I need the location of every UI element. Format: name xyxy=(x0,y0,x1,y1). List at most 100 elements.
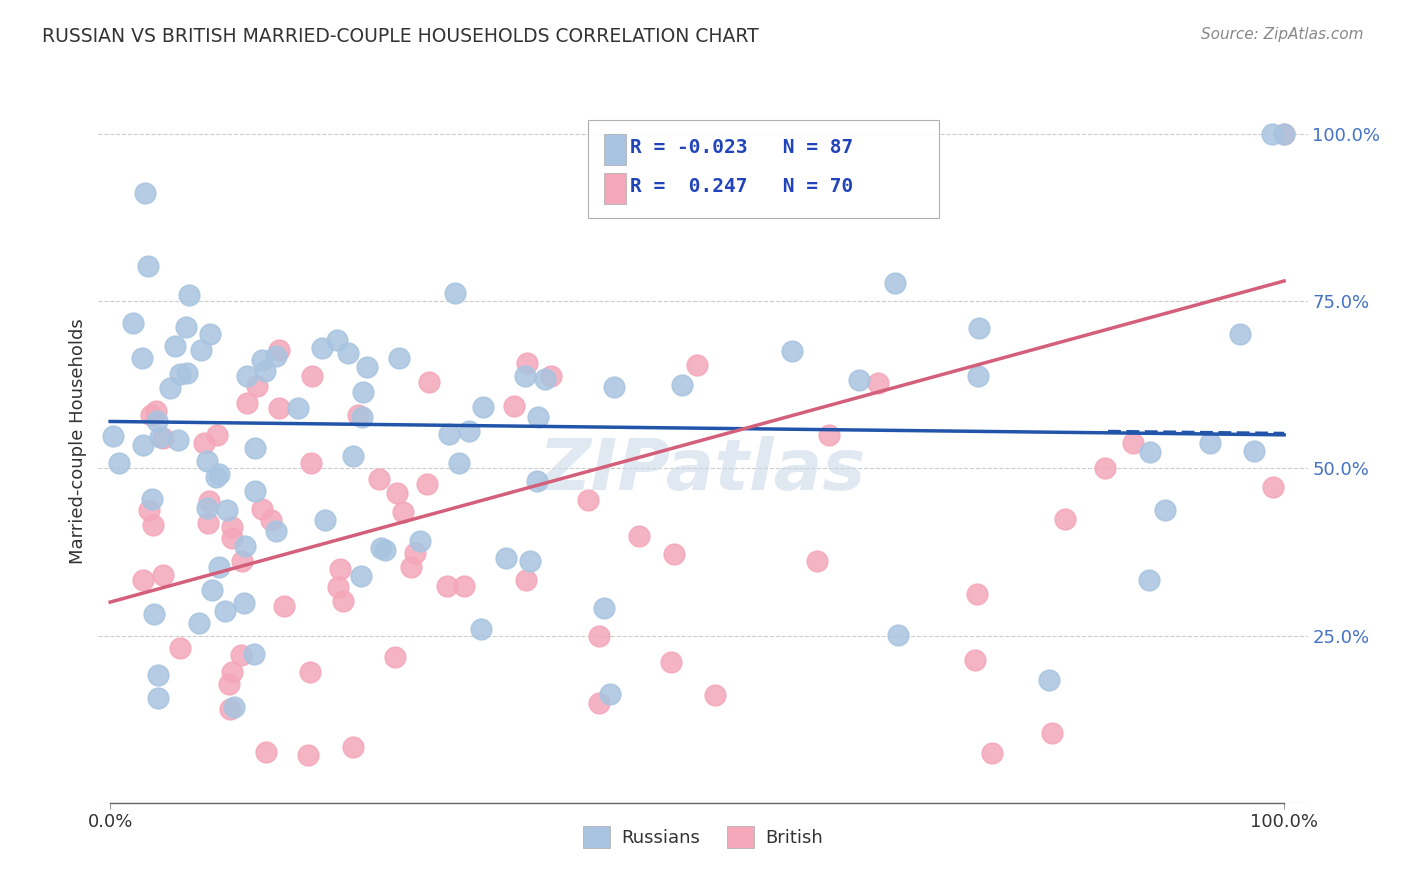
Point xyxy=(515,573,537,587)
Point xyxy=(576,493,599,508)
Point xyxy=(967,321,990,335)
Point xyxy=(138,503,160,517)
Point xyxy=(236,369,259,384)
Point xyxy=(193,436,215,450)
Point xyxy=(404,546,426,560)
Point xyxy=(146,413,169,427)
Point xyxy=(495,551,517,566)
Point xyxy=(266,524,288,538)
Point xyxy=(179,288,201,302)
Point xyxy=(250,501,273,516)
Point xyxy=(215,503,238,517)
Point xyxy=(336,346,359,360)
Point xyxy=(145,404,167,418)
Point xyxy=(122,317,145,331)
Point xyxy=(848,374,870,388)
Point xyxy=(1199,435,1222,450)
Point xyxy=(198,494,221,508)
Point xyxy=(603,380,626,394)
Point xyxy=(350,409,373,424)
Point xyxy=(207,467,229,481)
Point xyxy=(222,699,245,714)
Point xyxy=(963,652,986,666)
Point xyxy=(887,628,910,642)
Point xyxy=(136,259,159,273)
Point xyxy=(627,529,650,543)
Point xyxy=(470,623,492,637)
Point xyxy=(1094,461,1116,475)
Point xyxy=(1272,127,1295,141)
Point xyxy=(148,668,170,682)
Point xyxy=(221,532,243,546)
Point xyxy=(141,491,163,506)
Point xyxy=(207,428,229,442)
Point xyxy=(163,339,186,353)
Legend: Russians, British: Russians, British xyxy=(576,819,830,855)
Point xyxy=(195,501,218,516)
Point xyxy=(868,376,890,390)
Point xyxy=(273,599,295,613)
Point xyxy=(287,401,309,415)
Point xyxy=(218,677,240,691)
Point xyxy=(231,648,253,662)
Point xyxy=(254,746,277,760)
Text: R = -0.023   N = 87: R = -0.023 N = 87 xyxy=(630,138,853,157)
Point xyxy=(267,401,290,415)
Point xyxy=(391,505,413,519)
Point xyxy=(264,349,287,363)
Point xyxy=(526,474,548,488)
Point xyxy=(205,470,228,484)
Point xyxy=(195,454,218,468)
Point xyxy=(329,562,352,576)
Point xyxy=(659,655,682,669)
Bar xyxy=(603,173,626,204)
Point xyxy=(134,186,156,201)
Text: RUSSIAN VS BRITISH MARRIED-COUPLE HOUSEHOLDS CORRELATION CHART: RUSSIAN VS BRITISH MARRIED-COUPLE HOUSEH… xyxy=(42,27,759,45)
Point xyxy=(152,567,174,582)
Point xyxy=(253,364,276,378)
Point xyxy=(471,400,494,414)
Point xyxy=(370,541,392,555)
Point xyxy=(352,384,374,399)
Point xyxy=(513,368,536,383)
Point xyxy=(399,560,422,574)
Point xyxy=(592,601,614,615)
Point xyxy=(214,604,236,618)
Point xyxy=(1053,512,1076,526)
Point xyxy=(1038,673,1060,687)
Point xyxy=(704,689,727,703)
Point xyxy=(236,396,259,410)
Point xyxy=(436,579,458,593)
Point xyxy=(437,427,460,442)
Point xyxy=(1040,725,1063,739)
Point xyxy=(314,513,336,527)
Point xyxy=(1229,326,1251,341)
Point xyxy=(1272,127,1295,141)
Point xyxy=(516,356,538,370)
Point xyxy=(298,665,321,680)
Point xyxy=(806,554,828,568)
Text: ZIPatlas: ZIPatlas xyxy=(540,436,866,505)
Point xyxy=(374,543,396,558)
Point xyxy=(152,431,174,445)
Point xyxy=(884,276,907,290)
Point xyxy=(671,378,693,392)
Point xyxy=(519,554,541,568)
Point xyxy=(108,456,131,470)
Point xyxy=(131,438,153,452)
Point xyxy=(101,428,124,442)
Point xyxy=(208,560,231,574)
Point xyxy=(540,368,562,383)
Point xyxy=(233,596,256,610)
Point xyxy=(243,647,266,661)
Point xyxy=(686,358,709,372)
Point xyxy=(384,650,406,665)
Point xyxy=(143,607,166,622)
Point xyxy=(267,343,290,357)
Point xyxy=(221,520,243,534)
Point xyxy=(347,408,370,422)
Y-axis label: Married-couple Households: Married-couple Households xyxy=(69,318,87,565)
Point xyxy=(534,372,557,386)
Text: Source: ZipAtlas.com: Source: ZipAtlas.com xyxy=(1201,27,1364,42)
Point xyxy=(416,477,439,491)
